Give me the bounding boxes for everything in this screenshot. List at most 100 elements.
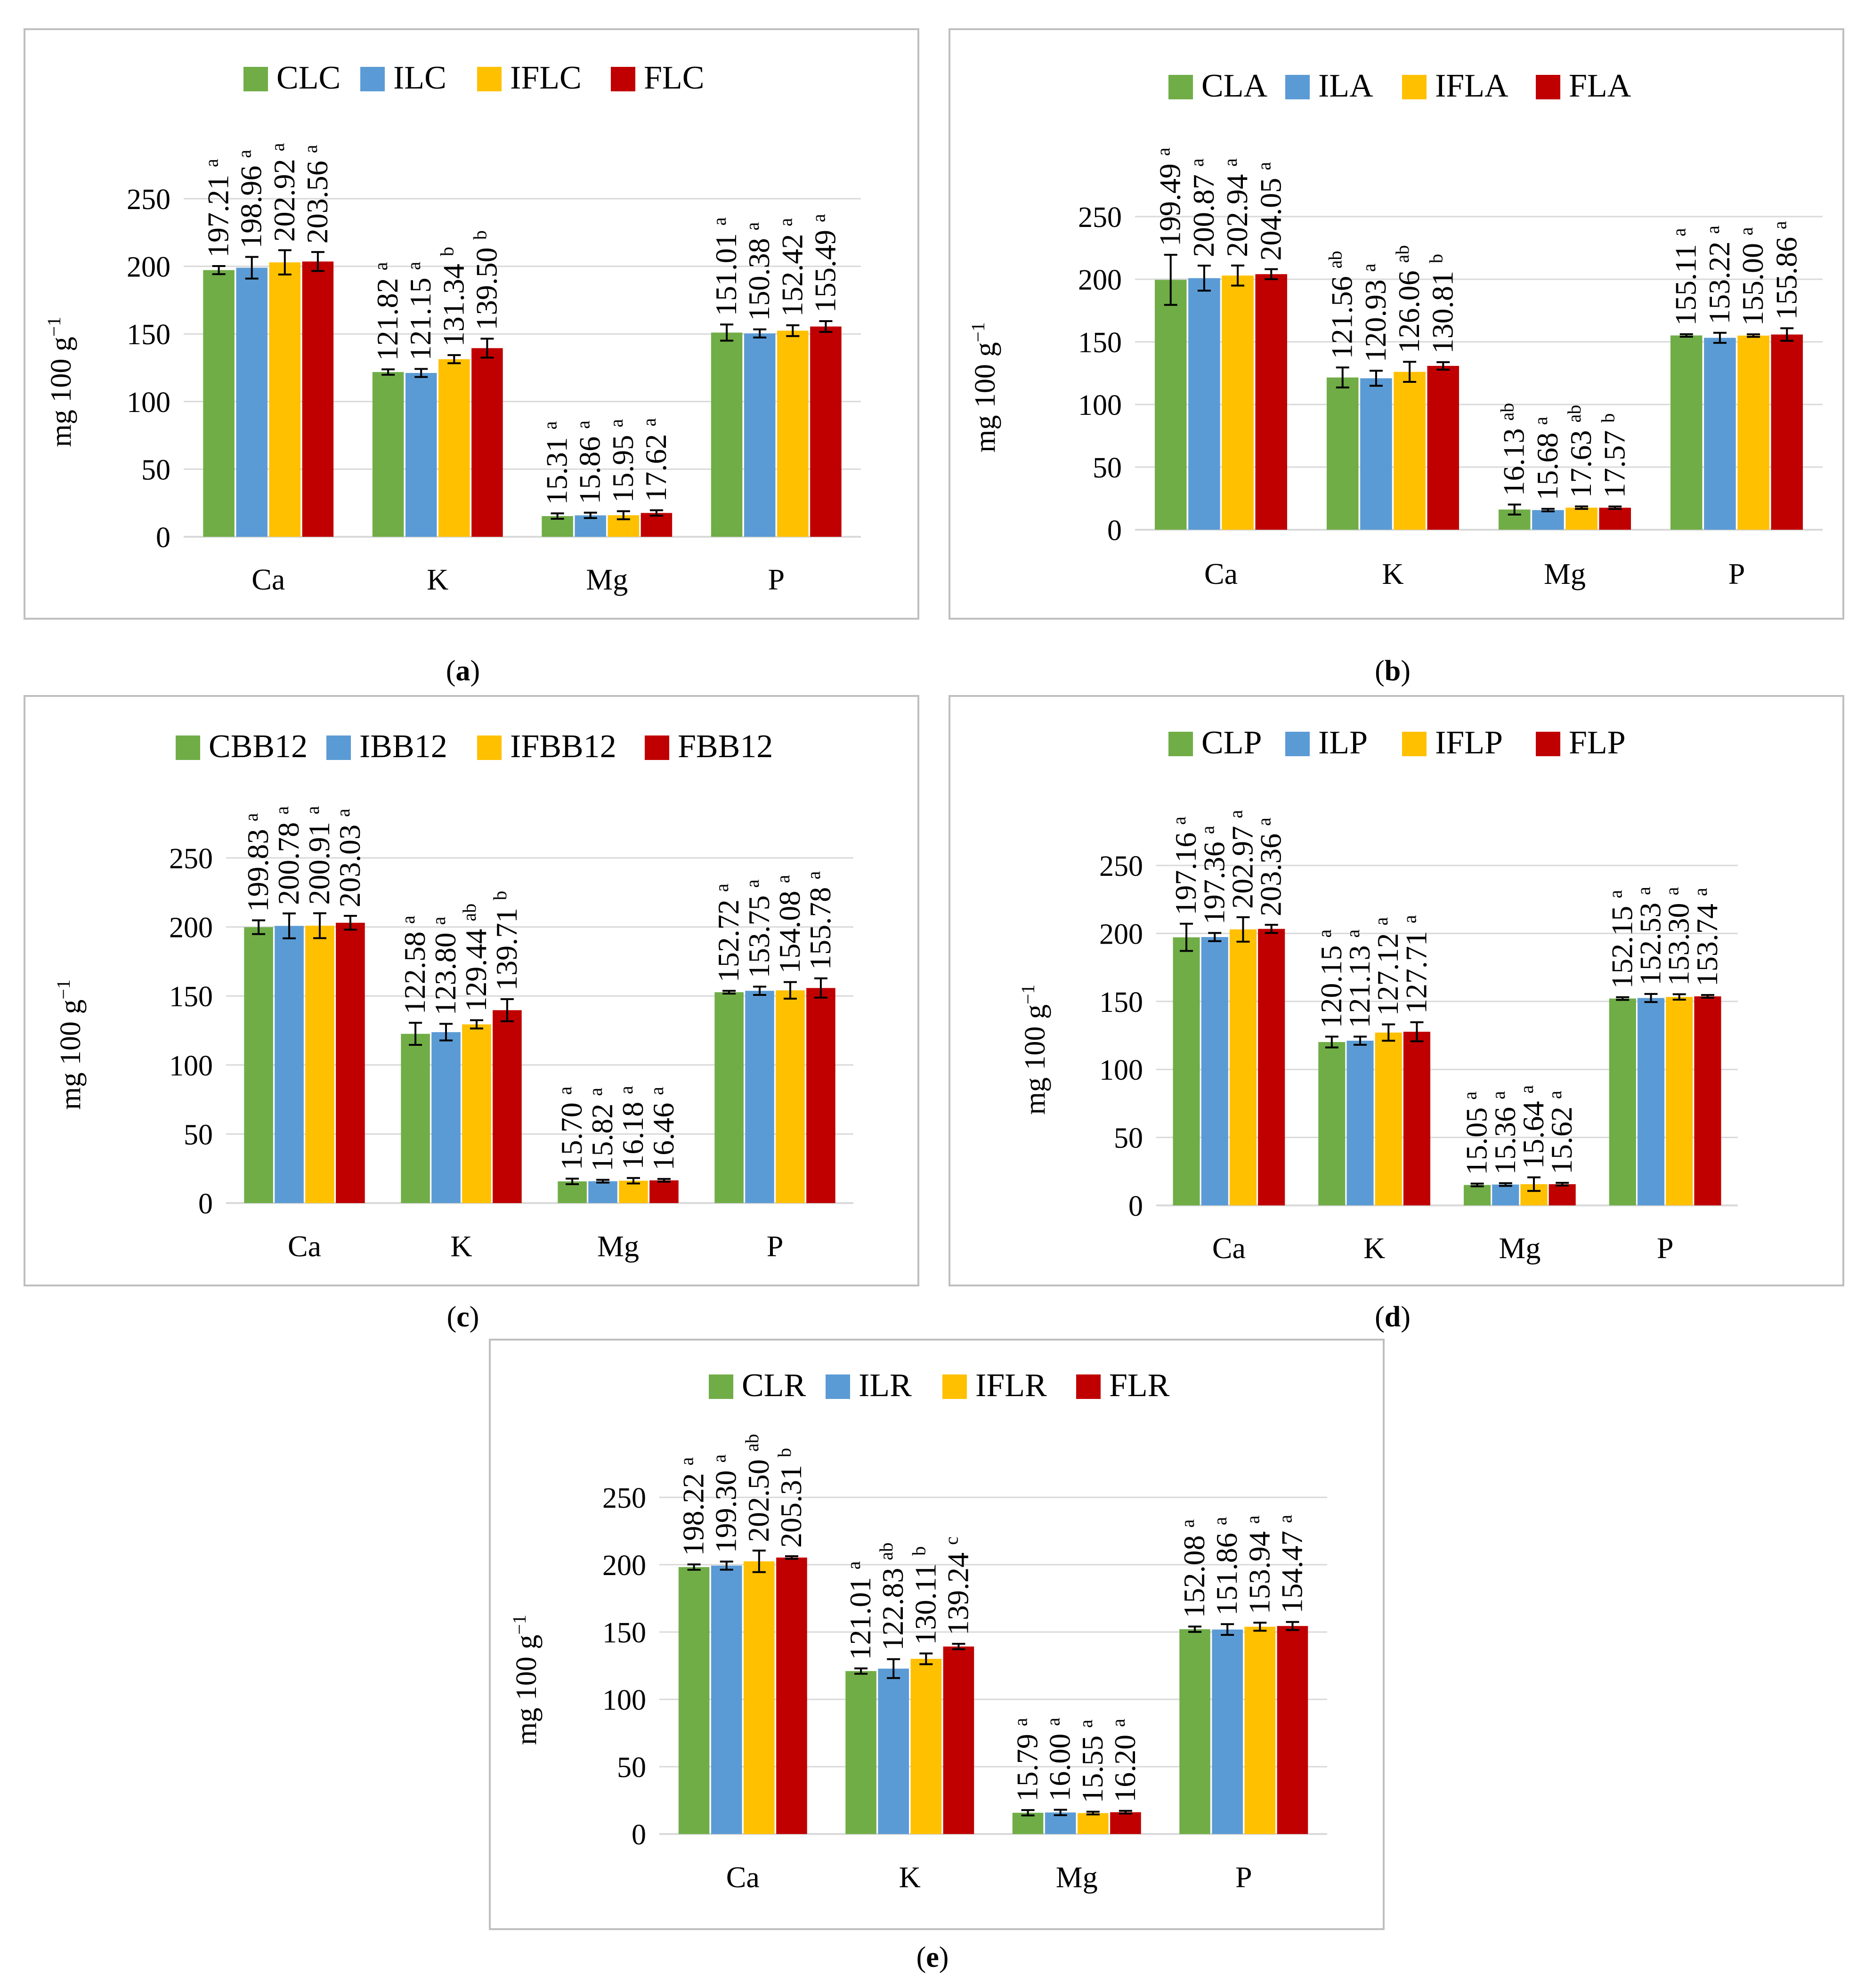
data-label: 121.56 ab [1324,251,1359,359]
error-bar [783,981,797,1000]
error-bar [283,912,296,939]
bar-cbb12-ca [244,927,273,1203]
error-bar [722,990,736,995]
data-label: 153.74 a [1689,888,1724,986]
bar-cla-k [1326,377,1359,530]
y-tick-label: 150 [602,1617,646,1649]
error-bar [278,249,292,276]
error-bar [1436,361,1450,371]
y-tick-label: 100 [602,1684,646,1716]
error-bar [720,323,734,342]
bar-flr-k [943,1646,974,1834]
error-bar [1679,333,1693,338]
legend: CBB12 IBB12 IFBB12 FBB12 [176,728,773,765]
legend-label-iflp: IFLP [1435,725,1503,761]
y-tick-label: 250 [1099,850,1143,882]
error-bar [887,1658,900,1679]
error-bar [952,1643,965,1650]
bar-clc-k [372,372,404,537]
legend-label-ila: ILA [1318,68,1373,104]
legend-swatch-ifla [1402,75,1427,99]
data-label: 155.78 a [803,871,837,970]
error-bar [687,1563,701,1571]
bar-ila-ca [1188,278,1220,530]
legend-label-flc: FLC [644,60,704,96]
data-label: 153.75 a [742,879,776,978]
legend-swatch-iflr [942,1374,967,1399]
data-label: 121.82 a [370,262,405,361]
chart-a: 0 50 100 150 200 250 mg 100 g−1 Ca 197.21 a 198.9… [24,28,919,620]
y-tick-label: 0 [632,1819,646,1851]
bar-ifbb12-ca [305,925,334,1203]
y-tick-label: 0 [198,1188,213,1220]
bar-ifla-ca [1222,275,1254,530]
error-bar [753,328,767,339]
bar-fbb12-ca [336,922,365,1203]
legend-swatch-ifbb12 [477,735,502,760]
bar-iflc-ca [269,262,301,537]
data-label: 199.30 a [708,1454,743,1553]
bar-fla-k [1427,366,1460,530]
bar-ibb12-k [431,1032,461,1203]
category-label-ca: Ca [1212,1231,1246,1265]
error-bar [1701,994,1714,999]
legend-label-iflc: IFLC [510,60,582,96]
error-bar [1208,932,1222,942]
data-label: 154.47 a [1274,1515,1309,1614]
error-bar [1644,993,1658,1003]
error-bar [447,354,461,364]
error-bar [584,511,597,519]
error-bar [1608,505,1622,510]
caption-a: (a) [446,655,480,687]
y-tick-label: 100 [1078,389,1122,421]
data-label: 203.03 a [332,808,366,907]
error-bar [1616,996,1630,1001]
bar-clc-ca [203,270,235,537]
error-bar [1325,1035,1338,1049]
legend: CLA ILA IFLA FLA [1168,68,1631,104]
bar-flr-ca [776,1557,807,1834]
data-label: 204.05 a [1253,162,1288,261]
data-label: 16.20 a [1107,1719,1142,1802]
y-tick-label: 100 [169,1050,213,1082]
bar-ibb12-ca [275,926,304,1203]
bar-ilc-k [405,373,437,537]
legend-swatch-clc [243,67,268,91]
data-label: 152.15 a [1605,890,1639,989]
data-label: 153.94 a [1242,1515,1276,1614]
error-bar [1470,1182,1484,1188]
data-label: 152.08 a [1177,1519,1211,1618]
error-bar [1672,993,1686,1001]
bar-iflp-k [1375,1032,1402,1205]
legend-swatch-ila [1285,75,1310,99]
bar-iflc-p [777,331,809,537]
data-label: 127.71 a [1399,915,1433,1014]
bar-clc-p [711,332,743,537]
legend-label-fbb12: FBB12 [678,728,773,765]
error-bar [1508,503,1521,516]
error-bar [1265,268,1278,280]
data-label: 15.68 a [1530,417,1564,501]
error-bar [596,1179,610,1184]
legend: CLC ILC IFLC FLC [243,60,704,96]
data-label: 203.36 a [1253,817,1288,916]
bar-fbb12-mg [649,1180,679,1203]
data-label: 120.15 a [1314,929,1348,1028]
bar-ilp-mg [1492,1184,1519,1205]
legend-label-clc: CLC [276,60,341,96]
error-bar [1556,1182,1569,1187]
error-bar [1336,366,1349,388]
data-label: 152.42 a [775,218,809,317]
legend-swatch-clr [709,1374,733,1399]
legend-swatch-flc [611,67,635,91]
error-bar [1021,1809,1035,1817]
bar-ifla-mg [1565,508,1597,530]
error-bar [1747,333,1760,338]
error-bar [1541,508,1555,512]
bar-flc-k [471,348,503,537]
data-label: 153.22 a [1702,226,1736,324]
error-bar [252,919,266,935]
bar-flp-k [1403,1032,1430,1205]
data-label: 151.01 a [709,217,743,316]
y-axis-label: mg 100 g−1 [1017,985,1052,1115]
